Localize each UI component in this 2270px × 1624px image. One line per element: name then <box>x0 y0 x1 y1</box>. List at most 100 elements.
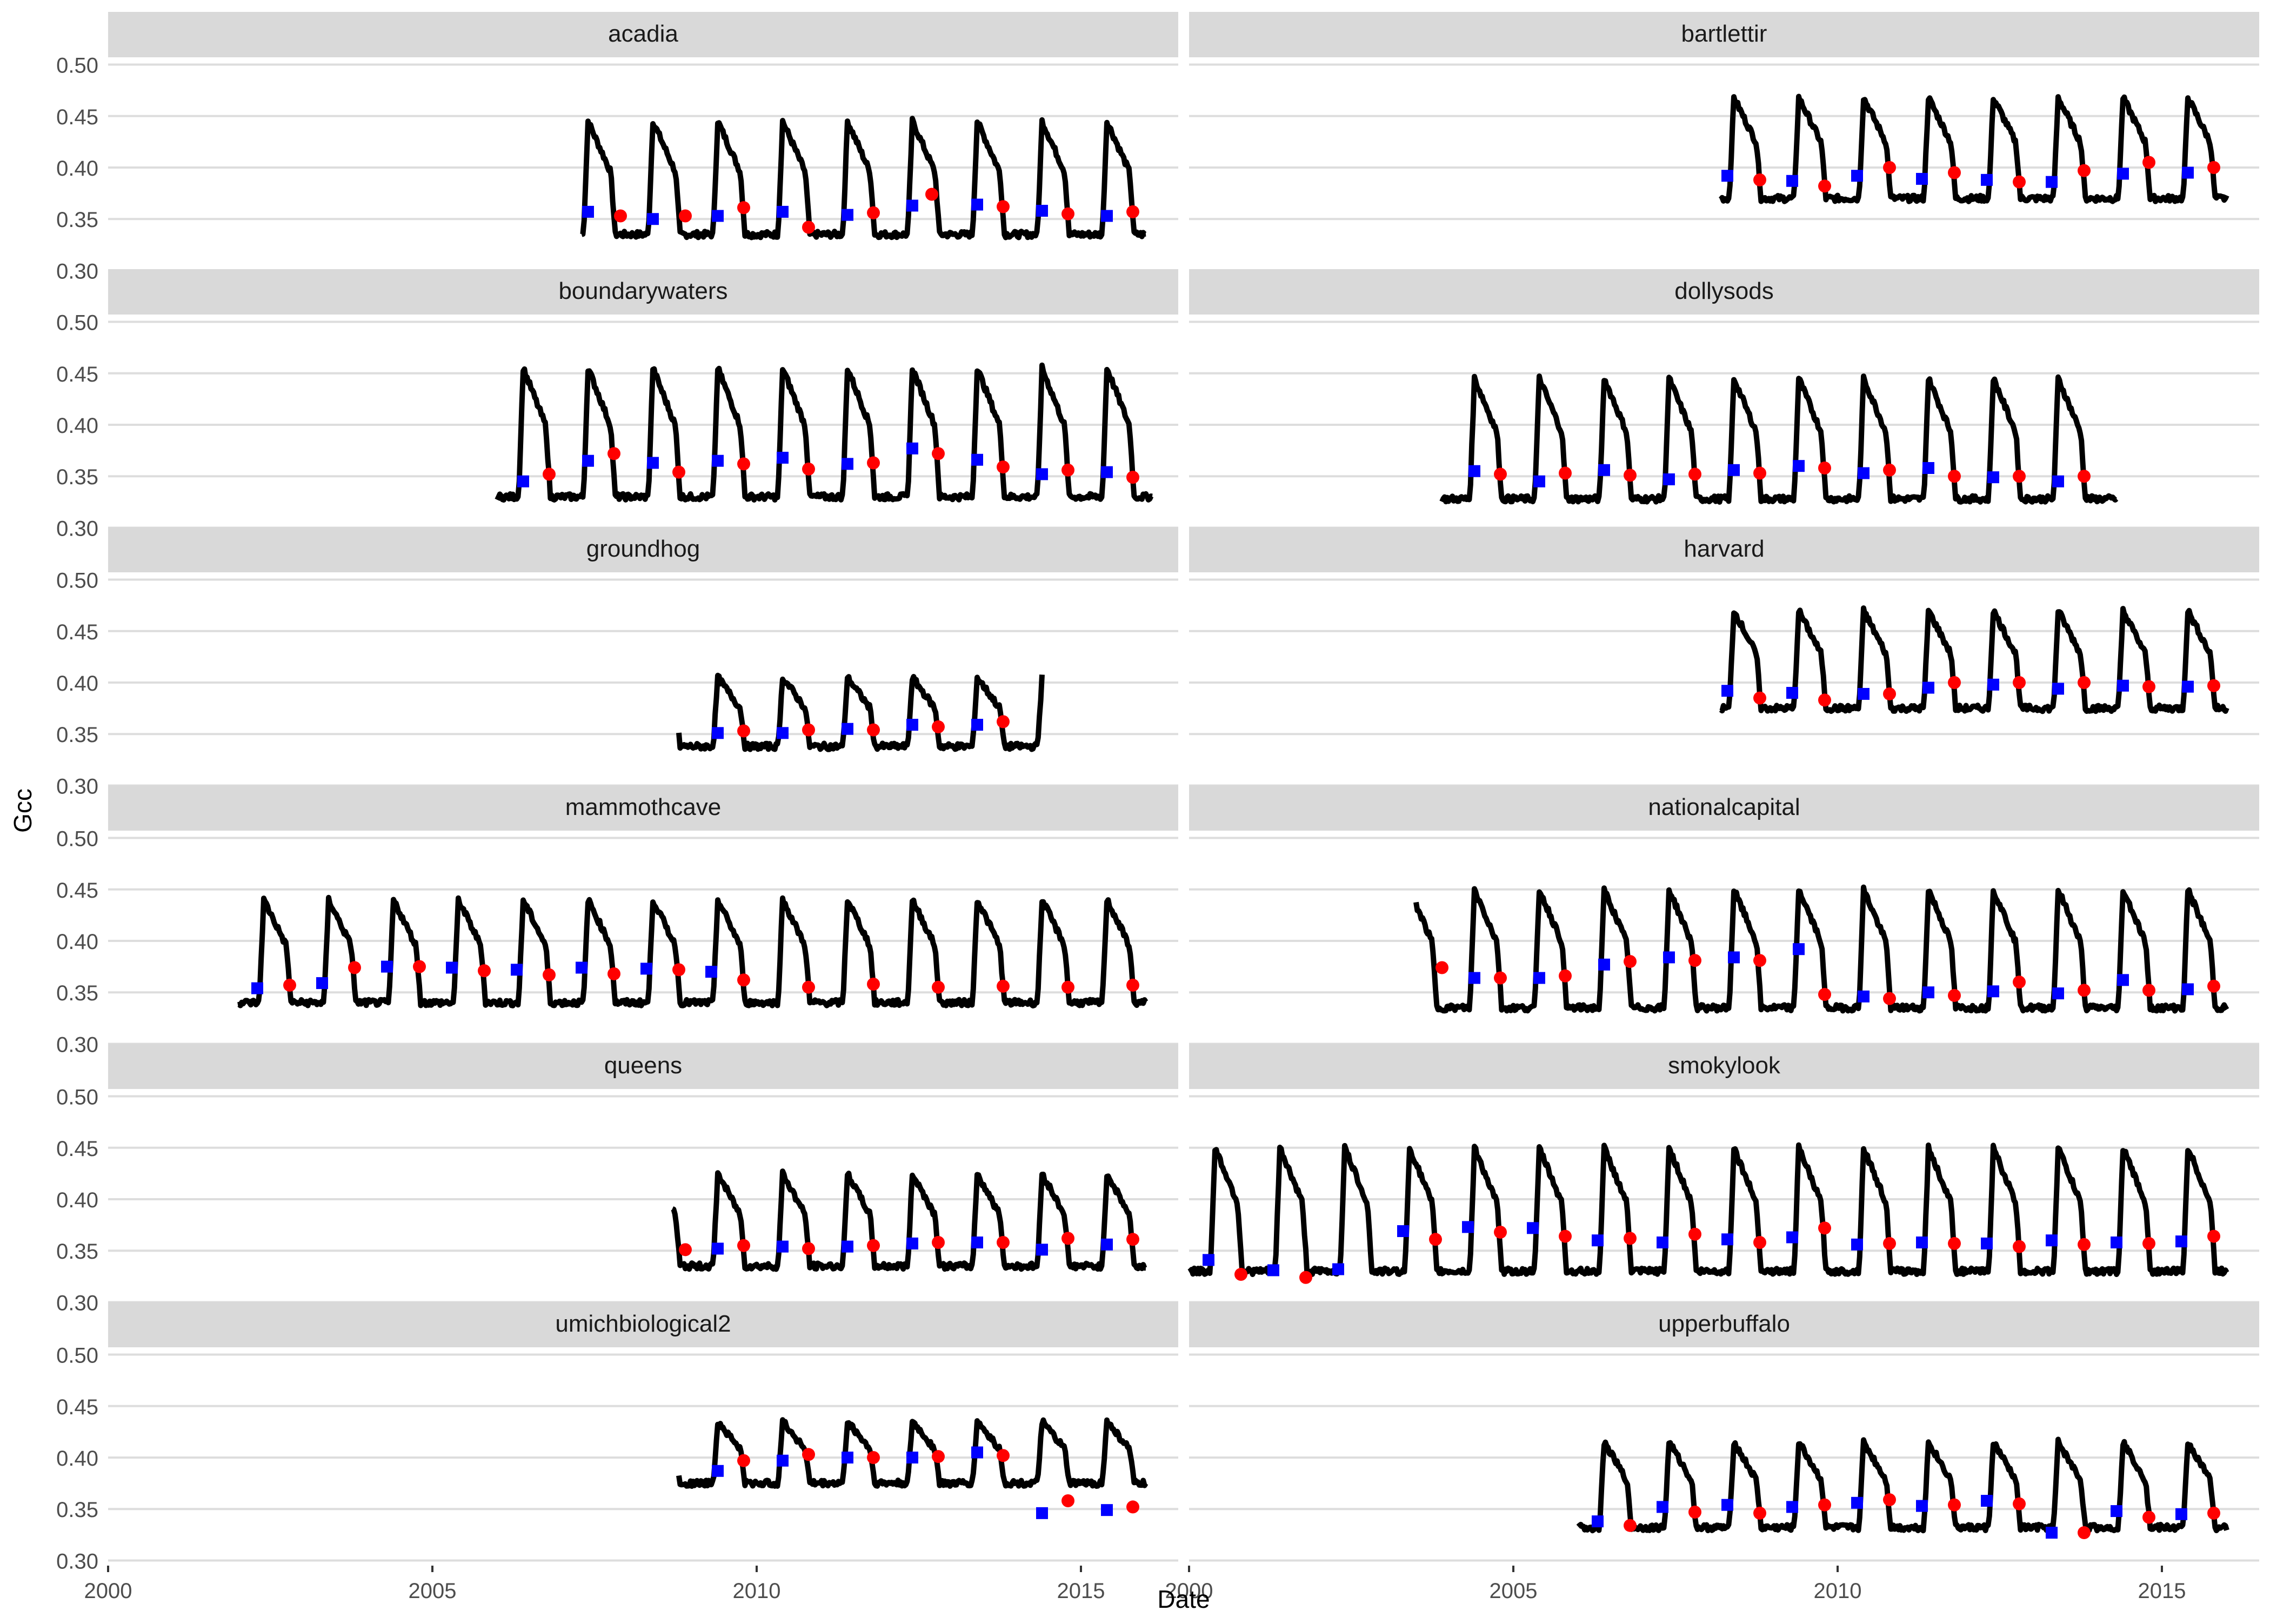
y-tick-label: 0.45 <box>56 363 98 386</box>
autumn-marker <box>543 968 556 981</box>
y-axis-title: Gcc <box>9 788 37 833</box>
spring-marker <box>1598 958 1610 971</box>
spring-marker <box>1101 466 1113 478</box>
autumn-marker <box>802 1448 815 1461</box>
panel-boundarywaters: boundarywaters 0.30 0.35 0.40 0.45 0.50 <box>56 269 1178 540</box>
autumn-marker <box>737 1239 750 1252</box>
autumn-marker <box>2013 975 2026 989</box>
spring-marker <box>1786 1231 1798 1244</box>
autumn-marker <box>932 1236 945 1249</box>
autumn-marker <box>1061 463 1074 477</box>
autumn-marker <box>1883 992 1896 1005</box>
autumn-marker <box>1948 166 1961 179</box>
autumn-marker <box>737 457 750 471</box>
y-tick-label: 0.35 <box>56 1498 98 1522</box>
spring-marker <box>1592 1515 1604 1528</box>
series-line <box>1187 1142 2229 1277</box>
spring-marker <box>1267 1264 1279 1277</box>
spring-marker <box>1987 471 1999 484</box>
spring-marker <box>1922 986 1934 999</box>
autumn-marker <box>1299 1271 1312 1284</box>
x-tick-label: 2000 <box>84 1579 132 1603</box>
autumn-marker <box>1818 179 1831 193</box>
y-tick-label: 0.45 <box>56 1137 98 1161</box>
panel-harvard: harvard <box>1189 527 2259 787</box>
panel-mammothcave: mammothcave 0.30 0.35 0.40 0.45 0.50 <box>56 785 1178 1057</box>
spring-marker <box>1981 1495 1993 1507</box>
spring-marker <box>842 209 853 221</box>
autumn-marker <box>2207 161 2220 174</box>
spring-marker <box>2111 1505 2122 1518</box>
spring-marker <box>777 727 789 739</box>
panel-bartlettir: bartlettir <box>1189 12 2259 272</box>
spring-marker <box>712 455 724 467</box>
autumn-marker <box>614 209 627 223</box>
autumn-marker <box>2142 680 2155 693</box>
panel-title: mammothcave <box>565 794 722 820</box>
x-tick-label: 2000 <box>1165 1579 1213 1603</box>
autumn-marker <box>1126 978 1139 992</box>
panel-strip <box>1189 12 2259 57</box>
panel-title: harvard <box>1684 536 1764 562</box>
autumn-marker <box>2142 984 2155 997</box>
spring-marker <box>712 210 724 222</box>
spring-marker <box>1793 943 1805 955</box>
spring-marker <box>1793 460 1805 472</box>
autumn-marker <box>1061 1494 1074 1507</box>
autumn-marker <box>737 973 750 987</box>
autumn-marker <box>1234 1268 1247 1281</box>
spring-marker <box>1981 173 1993 186</box>
panel-title: umichbiological2 <box>555 1311 731 1337</box>
autumn-marker <box>997 979 1010 993</box>
autumn-marker <box>1753 691 1766 705</box>
autumn-marker <box>1126 471 1139 484</box>
spring-marker <box>971 1237 983 1248</box>
spring-marker <box>1101 1238 1113 1251</box>
spring-marker <box>1332 1263 1344 1275</box>
spring-marker <box>1598 464 1610 476</box>
panel-umichbiological2: umichbiological2 0.30 0.35 0.40 0.45 0.50 2000… <box>56 1302 1178 1603</box>
autumn-marker <box>2078 1526 2091 1540</box>
spring-marker <box>1036 468 1048 480</box>
autumn-marker <box>1818 1221 1831 1235</box>
panel-strip <box>1189 269 2259 315</box>
autumn-marker <box>2013 470 2026 483</box>
series-line <box>671 1168 1147 1272</box>
y-tick-label: 0.35 <box>56 208 98 232</box>
autumn-marker <box>2013 175 2026 189</box>
autumn-marker <box>1883 463 1896 477</box>
spring-marker <box>712 727 724 739</box>
spring-marker <box>1657 1501 1668 1513</box>
autumn-marker <box>1948 988 1961 1002</box>
spring-marker <box>1721 685 1733 697</box>
spring-marker <box>777 1240 789 1253</box>
spring-marker <box>1101 1504 1113 1516</box>
autumn-marker <box>1624 1519 1637 1532</box>
spring-marker <box>251 982 263 994</box>
panel-strip <box>108 1302 1178 1347</box>
spring-marker <box>1786 175 1798 187</box>
autumn-marker <box>1753 466 1766 480</box>
autumn-marker <box>2013 676 2026 689</box>
spring-marker <box>2046 1234 2058 1247</box>
spring-marker <box>906 1237 918 1249</box>
spring-marker <box>971 453 983 466</box>
autumn-marker <box>1883 1493 1896 1507</box>
spring-marker <box>1527 1222 1539 1234</box>
spring-marker <box>1916 172 1928 185</box>
panel-strip <box>108 269 1178 315</box>
autumn-marker <box>1624 1232 1637 1245</box>
y-tick-label: 0.30 <box>56 1549 98 1573</box>
spring-marker <box>1786 687 1798 699</box>
panel-title: groundhog <box>586 536 700 562</box>
panel-title: upperbuffalo <box>1658 1311 1790 1337</box>
spring-marker <box>1721 1233 1733 1246</box>
series-line <box>676 672 1045 752</box>
spring-marker <box>2052 683 2064 695</box>
spring-marker <box>777 205 789 218</box>
autumn-marker <box>932 447 945 460</box>
autumn-marker <box>1559 1229 1572 1243</box>
spring-marker <box>906 719 918 731</box>
spring-marker <box>2182 680 2194 693</box>
